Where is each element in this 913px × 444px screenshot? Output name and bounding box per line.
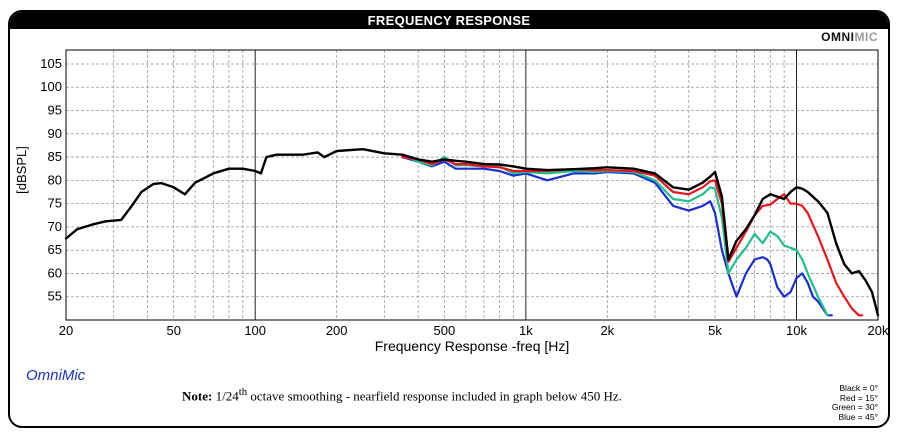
y-tick-label: 65 — [48, 242, 62, 257]
y-axis-label: [dBSPL] — [14, 146, 29, 194]
logo-part-mic: MIC — [854, 30, 878, 44]
x-tick-label: 20 — [59, 323, 73, 338]
legend-black: Black = 0° — [839, 383, 878, 393]
angle-legend: Black = 0° Red = 15° Green = 30° Blue = … — [831, 383, 878, 422]
note-superscript: th — [238, 386, 248, 398]
y-tick-label: 90 — [48, 126, 62, 141]
series-line-0deg — [64, 147, 880, 317]
legend-green: Green = 30° — [831, 402, 878, 412]
y-tick-label: 80 — [48, 172, 62, 187]
omnimic-logo: OMNIMIC — [821, 30, 878, 44]
logo-part-omni: OMNI — [821, 30, 855, 44]
y-tick-label: 55 — [48, 289, 62, 304]
y-tick-label: 105 — [40, 56, 62, 71]
note-label: Note: — [182, 388, 213, 404]
x-tick-label: 1k — [519, 323, 533, 338]
series-line-45deg — [401, 156, 833, 317]
x-tick-label: 20k — [868, 323, 888, 338]
note-text-before: 1/24 — [212, 388, 239, 404]
chart-title: FREQUENCY RESPONSE — [10, 12, 888, 29]
series-line-15deg — [401, 156, 864, 317]
x-tick-label: 5k — [708, 323, 722, 338]
note-text-after: octave smoothing - nearfield response in… — [247, 388, 622, 404]
brand-label: OmniMic — [26, 367, 86, 384]
y-tick-label: 75 — [48, 196, 62, 211]
y-tick-label: 95 — [48, 103, 62, 118]
x-tick-label: 100 — [244, 323, 266, 338]
y-tick-label: 100 — [40, 79, 62, 94]
x-tick-label: 200 — [326, 323, 348, 338]
frequency-response-chart: 55 60 65 70 75 80 85 90 95 100 105 20 50 100 200 500 1k 2… — [14, 49, 888, 354]
y-tick-label: 85 — [48, 149, 62, 164]
x-tick-label: 500 — [434, 323, 456, 338]
legend-red: Red = 15° — [839, 392, 878, 403]
plot-border — [65, 49, 879, 321]
chart-panel: FREQUENCY RESPONSE OMNIMIC 55 60 65 70 75 80 8… — [8, 10, 890, 428]
x-tick-label: 2k — [600, 323, 614, 338]
legend-blue: Blue = 45° — [838, 411, 878, 422]
y-tick-label: 70 — [48, 219, 62, 234]
y-tick-label: 60 — [48, 265, 62, 280]
plot-area — [66, 50, 878, 320]
x-tick-label: 50 — [166, 323, 180, 338]
x-tick-label: 10k — [786, 323, 807, 338]
smoothing-note: Note: 1/24th octave smoothing - nearfiel… — [182, 386, 622, 404]
x-axis-label: Frequency Response -freq [Hz] — [375, 338, 570, 354]
